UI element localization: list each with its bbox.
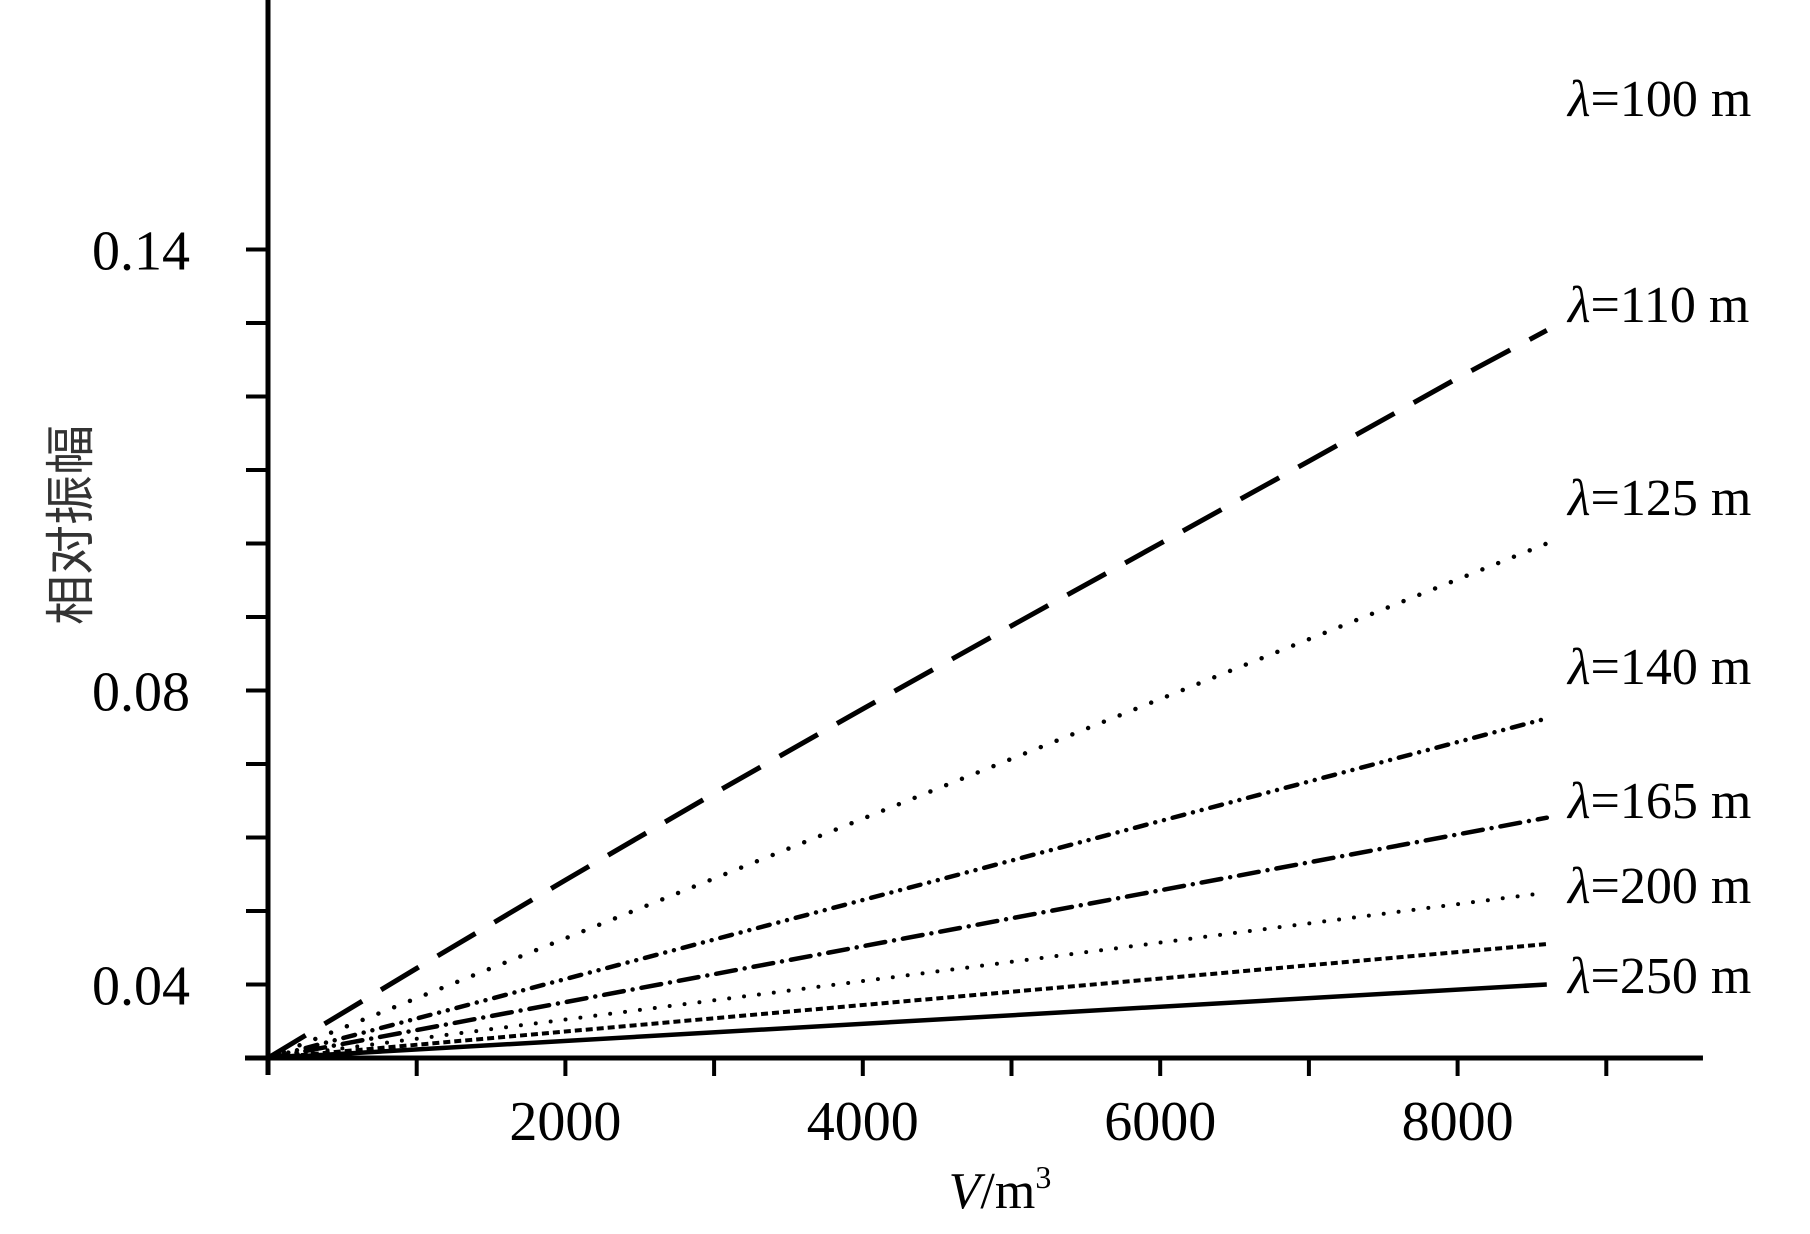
y-axis-title: 相对振幅	[42, 425, 100, 625]
series-label-greek: λ	[1566, 773, 1591, 830]
series-line	[266, 890, 1549, 1060]
x-tick-label: 2000	[509, 1091, 621, 1153]
series-label-greek: λ	[1566, 277, 1591, 334]
series-label-greek: λ	[1566, 858, 1591, 915]
series-line	[267, 942, 1547, 1060]
series-label-greek: λ	[1566, 470, 1591, 527]
series-line	[265, 716, 1550, 1061]
series-label-greek: λ	[1566, 71, 1591, 128]
x-axis-title-unit: /m	[980, 1163, 1035, 1220]
y-tick-label: 0.14	[92, 221, 190, 283]
series-line	[267, 982, 1547, 1061]
x-tick-label: 6000	[1104, 1091, 1216, 1153]
series-label-text: =250 m	[1591, 948, 1752, 1005]
x-tick-label: 4000	[807, 1091, 919, 1153]
series-label-greek: λ	[1566, 948, 1591, 1005]
series-label-text: =165 m	[1591, 773, 1752, 830]
series-label: λ=140 m	[1566, 639, 1751, 696]
y-tick-label: 0.08	[92, 662, 190, 724]
series-label: λ=110 m	[1566, 277, 1749, 334]
series-label: λ=250 m	[1566, 948, 1751, 1005]
series-line	[265, 815, 1550, 1061]
y-tick-label: 0.04	[92, 956, 190, 1018]
series-layer	[265, 328, 1550, 1061]
series-label-text: =200 m	[1591, 858, 1752, 915]
series-label: λ=100 m	[1566, 71, 1751, 128]
series-label-text: =140 m	[1591, 639, 1752, 696]
x-tick-label: 8000	[1402, 1091, 1514, 1153]
series-label-greek: λ	[1566, 639, 1591, 696]
series-label: λ=200 m	[1566, 858, 1751, 915]
x-axis-title-var: V	[949, 1163, 986, 1220]
series-line	[265, 541, 1550, 1061]
series-label: λ=125 m	[1566, 470, 1751, 527]
series-label: λ=165 m	[1566, 773, 1751, 830]
x-axis-title-sup: 3	[1035, 1159, 1051, 1195]
series-label-text: =100 m	[1591, 71, 1752, 128]
series-label-text: =110 m	[1591, 277, 1750, 334]
ticks-layer	[246, 247, 1609, 1076]
x-axis-title: V/m3	[949, 1159, 1052, 1220]
series-line	[266, 328, 1548, 1061]
series-label-text: =125 m	[1591, 470, 1752, 527]
axes-layer	[245, 0, 1703, 1075]
